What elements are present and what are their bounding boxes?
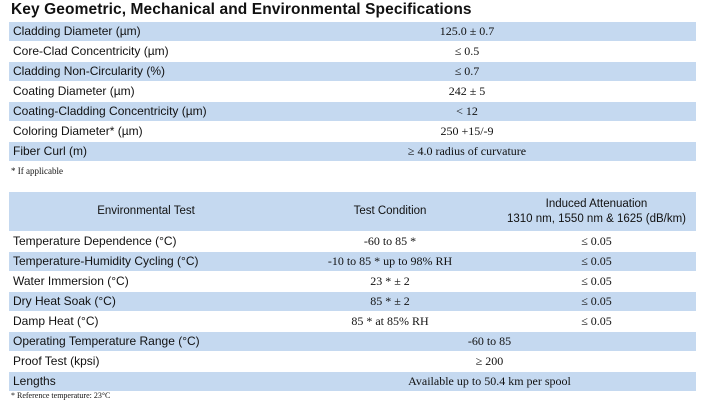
env-test-condition: 23 * ± 2: [283, 271, 497, 292]
table-row: Water Immersion (°C) 23 * ± 2 ≤ 0.05: [9, 271, 696, 292]
span-row-value: -60 to 85: [283, 331, 696, 352]
spec-label: Coating Diameter (µm): [9, 81, 238, 102]
footnote-applicable: * If applicable: [11, 166, 63, 176]
spec-label: Coating-Cladding Concentricity (µm): [9, 101, 238, 122]
env-test-attenuation: ≤ 0.05: [497, 311, 696, 332]
table-row: Fiber Curl (m) ≥ 4.0 radius of curvature: [9, 141, 696, 162]
column-header-condition: Test Condition: [283, 192, 497, 232]
env-test-condition: -60 to 85 *: [283, 231, 497, 252]
env-test-label: Water Immersion (°C): [9, 271, 283, 292]
spec-label: Cladding Diameter (µm): [9, 22, 238, 42]
table-row: Core-Clad Concentricity (µm) ≤ 0.5: [9, 41, 696, 62]
span-row-label: Proof Test (kpsi): [9, 351, 283, 372]
column-header-test: Environmental Test: [9, 192, 283, 232]
table-row: Cladding Diameter (µm) 125.0 ± 0.7: [9, 22, 696, 42]
spec-label: Core-Clad Concentricity (µm): [9, 41, 238, 62]
spec-value: < 12: [238, 101, 696, 122]
table-row: Coating Diameter (µm) 242 ± 5: [9, 81, 696, 102]
spec-label: Fiber Curl (m): [9, 141, 238, 162]
spec-value: ≥ 4.0 radius of curvature: [238, 141, 696, 162]
environmental-test-table: Environmental Test Test Condition Induce…: [9, 192, 696, 392]
env-test-attenuation: ≤ 0.05: [497, 271, 696, 292]
env-test-attenuation: ≤ 0.05: [497, 231, 696, 252]
env-test-attenuation: ≤ 0.05: [497, 291, 696, 312]
table-row: Proof Test (kpsi) ≥ 200: [9, 351, 696, 372]
spec-value: 250 +15/-9: [238, 121, 696, 142]
spec-value: ≤ 0.5: [238, 41, 696, 62]
span-row-value: ≥ 200: [283, 351, 696, 372]
table-row: Temperature Dependence (°C) -60 to 85 * …: [9, 231, 696, 252]
table-row: Temperature-Humidity Cycling (°C) -10 to…: [9, 251, 696, 272]
attenuation-header-line1: Induced Attenuation: [545, 197, 648, 210]
table-header-row: Environmental Test Test Condition Induce…: [9, 192, 696, 232]
spec-value: ≤ 0.7: [238, 61, 696, 82]
table-row: Lengths Available up to 50.4 km per spoo…: [9, 371, 696, 392]
table-row: Coating-Cladding Concentricity (µm) < 12: [9, 101, 696, 122]
table-row: Cladding Non-Circularity (%) ≤ 0.7: [9, 61, 696, 82]
geometric-spec-table: Cladding Diameter (µm) 125.0 ± 0.7 Core-…: [9, 22, 696, 162]
span-row-value: Available up to 50.4 km per spool: [283, 371, 696, 392]
table-row: Dry Heat Soak (°C) 85 * ± 2 ≤ 0.05: [9, 291, 696, 312]
env-test-condition: 85 * at 85% RH: [283, 311, 497, 332]
span-row-label: Lengths: [9, 371, 283, 392]
table-row: Damp Heat (°C) 85 * at 85% RH ≤ 0.05: [9, 311, 696, 332]
spec-label: Coloring Diameter* (µm): [9, 121, 238, 142]
spec-value: 125.0 ± 0.7: [238, 22, 696, 42]
page-title: Key Geometric, Mechanical and Environmen…: [11, 1, 472, 18]
env-test-label: Temperature Dependence (°C): [9, 231, 283, 252]
attenuation-header-line2: 1310 nm, 1550 nm & 1625 (dB/km): [507, 212, 686, 225]
table-row: Coloring Diameter* (µm) 250 +15/-9: [9, 121, 696, 142]
env-test-condition: -10 to 85 * up to 98% RH: [283, 251, 497, 272]
span-row-label: Operating Temperature Range (°C): [9, 331, 283, 352]
spec-value: 242 ± 5: [238, 81, 696, 102]
table-row: Operating Temperature Range (°C) -60 to …: [9, 331, 696, 352]
env-test-label: Damp Heat (°C): [9, 311, 283, 332]
env-test-label: Dry Heat Soak (°C): [9, 291, 283, 312]
env-test-label: Temperature-Humidity Cycling (°C): [9, 251, 283, 272]
env-test-attenuation: ≤ 0.05: [497, 251, 696, 272]
spec-label: Cladding Non-Circularity (%): [9, 61, 238, 82]
env-test-condition: 85 * ± 2: [283, 291, 497, 312]
column-header-attenuation: Induced Attenuation 1310 nm, 1550 nm & 1…: [497, 192, 696, 232]
footnote-reference-temperature: * Reference temperature: 23°C: [11, 391, 111, 400]
